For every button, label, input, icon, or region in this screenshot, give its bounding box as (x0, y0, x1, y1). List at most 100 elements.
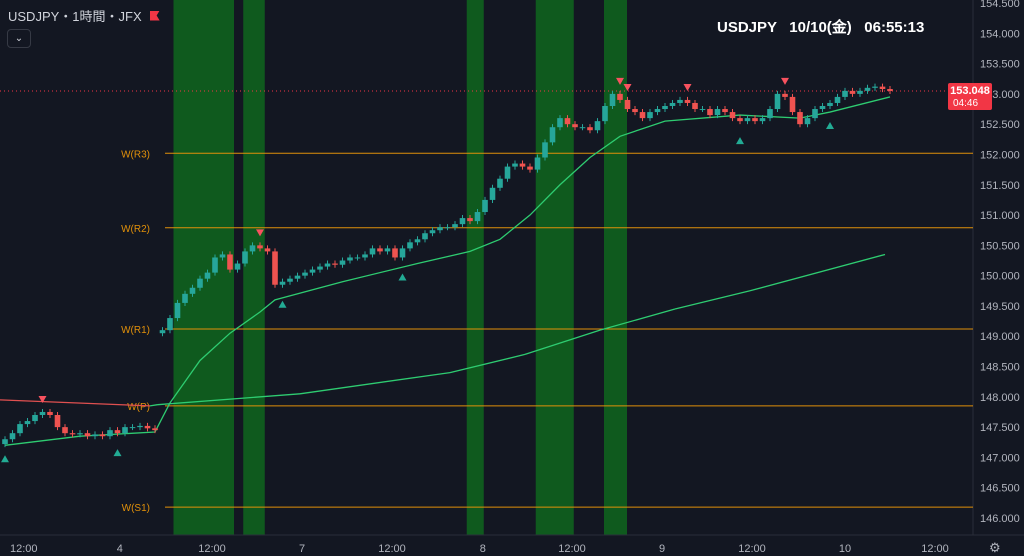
candle (737, 118, 743, 122)
candle (144, 425, 151, 429)
candle (647, 112, 653, 119)
session-highlight (173, 0, 234, 535)
price-tick-label: 147.500 (980, 422, 1020, 434)
candle (624, 99, 631, 110)
candle (257, 245, 263, 249)
candle (849, 90, 856, 94)
chevron-down-icon[interactable]: ⌄ (7, 29, 31, 48)
symbol-clock: USDJPY 10/10(金) 06:55:13 (717, 19, 925, 36)
candle (639, 112, 646, 119)
candle (594, 121, 601, 131)
candle (384, 248, 391, 252)
time-tick-label: 12:00 (921, 543, 949, 555)
candle (422, 233, 428, 240)
price-tick-label: 152.500 (980, 119, 1020, 131)
time-tick-label: 12:00 (10, 543, 38, 555)
candle (699, 109, 706, 111)
candle (159, 330, 166, 334)
pivot-label: W(P) (127, 402, 150, 413)
candle (249, 245, 256, 252)
candle (654, 109, 661, 113)
sell-signal-icon (256, 229, 264, 237)
candle (812, 109, 818, 119)
candle (129, 427, 136, 429)
candle (482, 199, 488, 213)
candle (714, 109, 721, 116)
price-tick-label: 154.500 (980, 0, 1020, 10)
price-tick-label: 148.000 (980, 392, 1020, 404)
candle (729, 112, 736, 119)
candle (677, 99, 683, 103)
candle (47, 411, 53, 415)
candle (459, 218, 466, 225)
candle (752, 118, 758, 122)
candle (437, 227, 443, 231)
candle (444, 227, 451, 229)
time-tick-label: 4 (117, 543, 123, 555)
candle (219, 254, 226, 258)
candle (557, 118, 563, 128)
candle (617, 93, 623, 100)
slow-moving-average (299, 371, 451, 395)
candle (92, 434, 98, 437)
candle (9, 433, 16, 440)
candle (174, 302, 181, 319)
flag-icon[interactable] (149, 10, 160, 21)
slow-moving-average (149, 404, 158, 407)
candle (189, 287, 196, 294)
slow-moving-average (749, 253, 886, 292)
candle (872, 86, 878, 88)
gear-icon[interactable]: ⚙ (989, 540, 1001, 555)
buy-signal-icon (736, 137, 744, 145)
candle (197, 278, 203, 288)
candle (534, 157, 541, 170)
candle (227, 254, 233, 270)
time-tick-label: 8 (480, 543, 486, 555)
candle (774, 93, 781, 110)
candle (857, 90, 863, 94)
session-highlight (535, 0, 574, 535)
pivot-label: W(R1) (121, 325, 150, 336)
time-tick-label: 12:00 (738, 543, 766, 555)
candle (519, 163, 526, 167)
candle (32, 415, 38, 422)
candle (579, 127, 586, 129)
candle (339, 260, 346, 265)
pivot-label: W(R3) (121, 149, 150, 160)
candle (452, 224, 458, 228)
sell-signal-icon (623, 83, 632, 91)
candle (609, 93, 616, 106)
time-tick-label: 7 (299, 543, 305, 555)
candle (99, 434, 106, 437)
price-tick-label: 151.500 (980, 180, 1020, 192)
candle (354, 257, 361, 259)
candle (302, 272, 308, 276)
price-tick-label: 146.000 (980, 513, 1020, 525)
candle (107, 430, 113, 437)
symbol-info[interactable]: USDJPY・1時間・JFX (8, 6, 160, 25)
candle (77, 433, 83, 435)
slow-moving-average (0, 399, 151, 407)
time-tick-label: 10 (839, 543, 851, 555)
candle (362, 254, 368, 258)
sell-signal-icon (38, 395, 47, 403)
candle (864, 87, 871, 91)
time-tick-label: 12:00 (558, 543, 586, 555)
candle (789, 96, 796, 113)
candle (84, 433, 91, 437)
candle (332, 263, 338, 265)
candle (204, 272, 211, 279)
candle (827, 102, 833, 106)
candle (804, 118, 811, 125)
candle (137, 425, 143, 428)
candle (377, 248, 383, 252)
slow-moving-average (157, 393, 301, 406)
candle (39, 411, 46, 415)
pivot-label: W(S1) (122, 503, 150, 514)
time-tick-label: 9 (659, 543, 665, 555)
candle (489, 187, 496, 200)
candle (819, 106, 826, 110)
candle (324, 263, 331, 267)
slow-moving-average (449, 353, 526, 374)
